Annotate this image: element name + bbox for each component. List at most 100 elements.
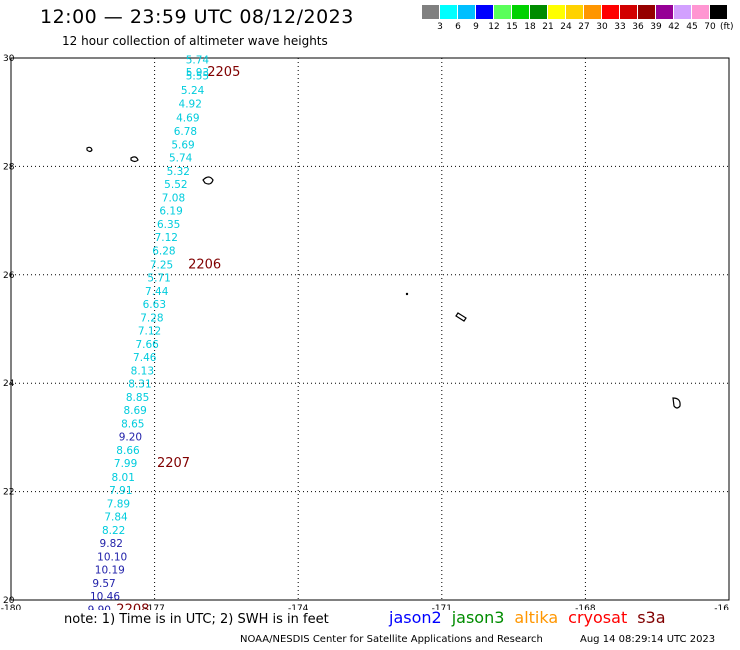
wave-height-label: 5.93 — [186, 67, 209, 79]
wave-height-label: 6.78 — [174, 126, 197, 138]
wave-height-label: 9.90 — [88, 605, 111, 610]
legend-tick-label: 6 — [455, 22, 461, 32]
legend-swatch — [710, 5, 727, 19]
wave-height-label: 7.99 — [114, 458, 137, 470]
wave-height-label: 7.28 — [140, 312, 163, 324]
legend-swatch — [530, 5, 547, 19]
legend-swatch — [674, 5, 691, 19]
island-outline — [202, 176, 214, 185]
legend-tick-label: 30 — [596, 22, 608, 32]
island-outline — [86, 146, 93, 153]
credit-line: NOAA/NESDIS Center for Satellite Applica… — [240, 634, 543, 645]
wave-height-label: 7.46 — [133, 352, 157, 364]
satellite-jason2: jason2 — [389, 608, 442, 627]
legend-tick-label: 3 — [437, 22, 443, 32]
wave-height-label: 7.08 — [162, 193, 185, 205]
map-subtitle: 12 hour collection of altimeter wave hei… — [62, 34, 328, 48]
legend-swatch — [494, 5, 511, 19]
legend-tick-label: 24 — [560, 22, 572, 32]
satellite-s3a: s3a — [637, 608, 666, 627]
wave-height-label: 8.31 — [128, 379, 151, 391]
legend-swatch — [422, 5, 439, 19]
wave-height-label: 9.20 — [119, 432, 142, 444]
wave-height-label: 8.22 — [102, 525, 125, 537]
wave-height-label: 5.71 — [147, 272, 170, 284]
wave-height-label: 5.52 — [164, 179, 187, 191]
y-tick-label: 20 — [3, 596, 15, 606]
time-label: 2208 — [116, 603, 149, 610]
y-tick-label: 22 — [3, 488, 14, 498]
satellite-legend: jason2 jason3 altika cryosat s3a — [389, 608, 676, 627]
wave-height-label: 5.24 — [181, 85, 205, 97]
wave-height-label: 7.25 — [150, 259, 173, 271]
y-tick-label: 30 — [3, 54, 15, 64]
wave-height-label: 5.69 — [171, 140, 194, 152]
island-outline — [130, 156, 139, 163]
legend-swatch — [566, 5, 583, 19]
legend-tick-label: 21 — [542, 22, 554, 32]
wave-height-label: 7.12 — [155, 232, 178, 244]
generated-timestamp: Aug 14 08:29:14 UTC 2023 — [580, 634, 716, 645]
satellite-cryosat: cryosat — [568, 608, 628, 627]
wave-height-label: 7.66 — [135, 339, 159, 351]
footer-note: note: 1) Time is in UTC; 2) SWH is in fe… — [64, 612, 329, 627]
legend-tick-label: 70 — [704, 22, 716, 32]
x-tick-label: -168 — [575, 604, 596, 610]
time-label: 2207 — [157, 456, 190, 471]
wave-height-label: 5.74 — [186, 54, 210, 66]
legend-tick-label: 27 — [578, 22, 590, 32]
legend-swatch — [440, 5, 457, 19]
wave-height-label: 7.84 — [104, 511, 128, 523]
map-frame — [10, 57, 730, 601]
wave-height-label: 8.85 — [126, 392, 149, 404]
wave-height-label: 5.32 — [167, 166, 190, 178]
legend-tick-label: 42 — [668, 22, 680, 32]
legend-swatch — [548, 5, 565, 19]
legend-swatch — [512, 5, 529, 19]
wave-height-label: 9.57 — [92, 578, 115, 590]
island-dot — [405, 292, 409, 296]
legend-swatch — [638, 5, 655, 19]
wave-height-label: 4.92 — [179, 98, 202, 110]
y-tick-label: 24 — [3, 379, 15, 389]
legend-swatch — [458, 5, 475, 19]
wave-height-label: 6.28 — [152, 246, 175, 258]
satellite-altika: altika — [514, 608, 559, 627]
wave-height-label: 10.19 — [95, 564, 125, 576]
wave-height-label: 7.12 — [138, 325, 161, 337]
y-tick-label: 28 — [3, 162, 15, 172]
x-tick-label: -16 — [714, 604, 729, 610]
wave-height-label: 8.65 — [121, 419, 144, 431]
legend-tick-label: 9 — [473, 22, 479, 32]
time-label: 2206 — [188, 257, 221, 272]
legend-swatch — [584, 5, 601, 19]
wave-height-label: 4.69 — [176, 112, 199, 124]
y-tick-label: 26 — [3, 271, 15, 281]
altimeter-map: -180 -177 -174 -171 -168 -163028262422205.745… — [1, 54, 730, 610]
legend-tick-label: 12 — [488, 22, 500, 32]
x-tick-label: -177 — [144, 604, 164, 610]
legend-swatch — [620, 5, 637, 19]
wave-height-label: 5.74 — [169, 153, 193, 165]
satellite-jason3: jason3 — [451, 608, 505, 627]
wave-height-label: 6.63 — [143, 299, 166, 311]
legend-tick-label: 45 — [686, 22, 698, 32]
wave-height-label: 8.66 — [116, 445, 140, 457]
wave-height-label: 7.89 — [107, 498, 130, 510]
legend-swatch — [656, 5, 673, 19]
legend-tick-label: 36 — [632, 22, 644, 32]
wave-height-label: 10.46 — [90, 591, 120, 603]
legend-tick-label: 15 — [506, 22, 518, 32]
x-tick-label: -180 — [1, 604, 22, 610]
legend-tick-label: 18 — [524, 22, 536, 32]
wave-height-label: 6.35 — [157, 219, 180, 231]
time-label: 2205 — [207, 65, 240, 80]
island-outline — [672, 397, 681, 409]
wave-height-label: 5.55 — [186, 71, 209, 83]
legend-swatch — [476, 5, 493, 19]
x-tick-label: -171 — [432, 604, 452, 610]
wave-height-label: 10.10 — [97, 551, 127, 563]
legend-swatch — [602, 5, 619, 19]
wave-height-label: 8.01 — [112, 472, 135, 484]
wave-height-label: 8.69 — [123, 405, 146, 417]
